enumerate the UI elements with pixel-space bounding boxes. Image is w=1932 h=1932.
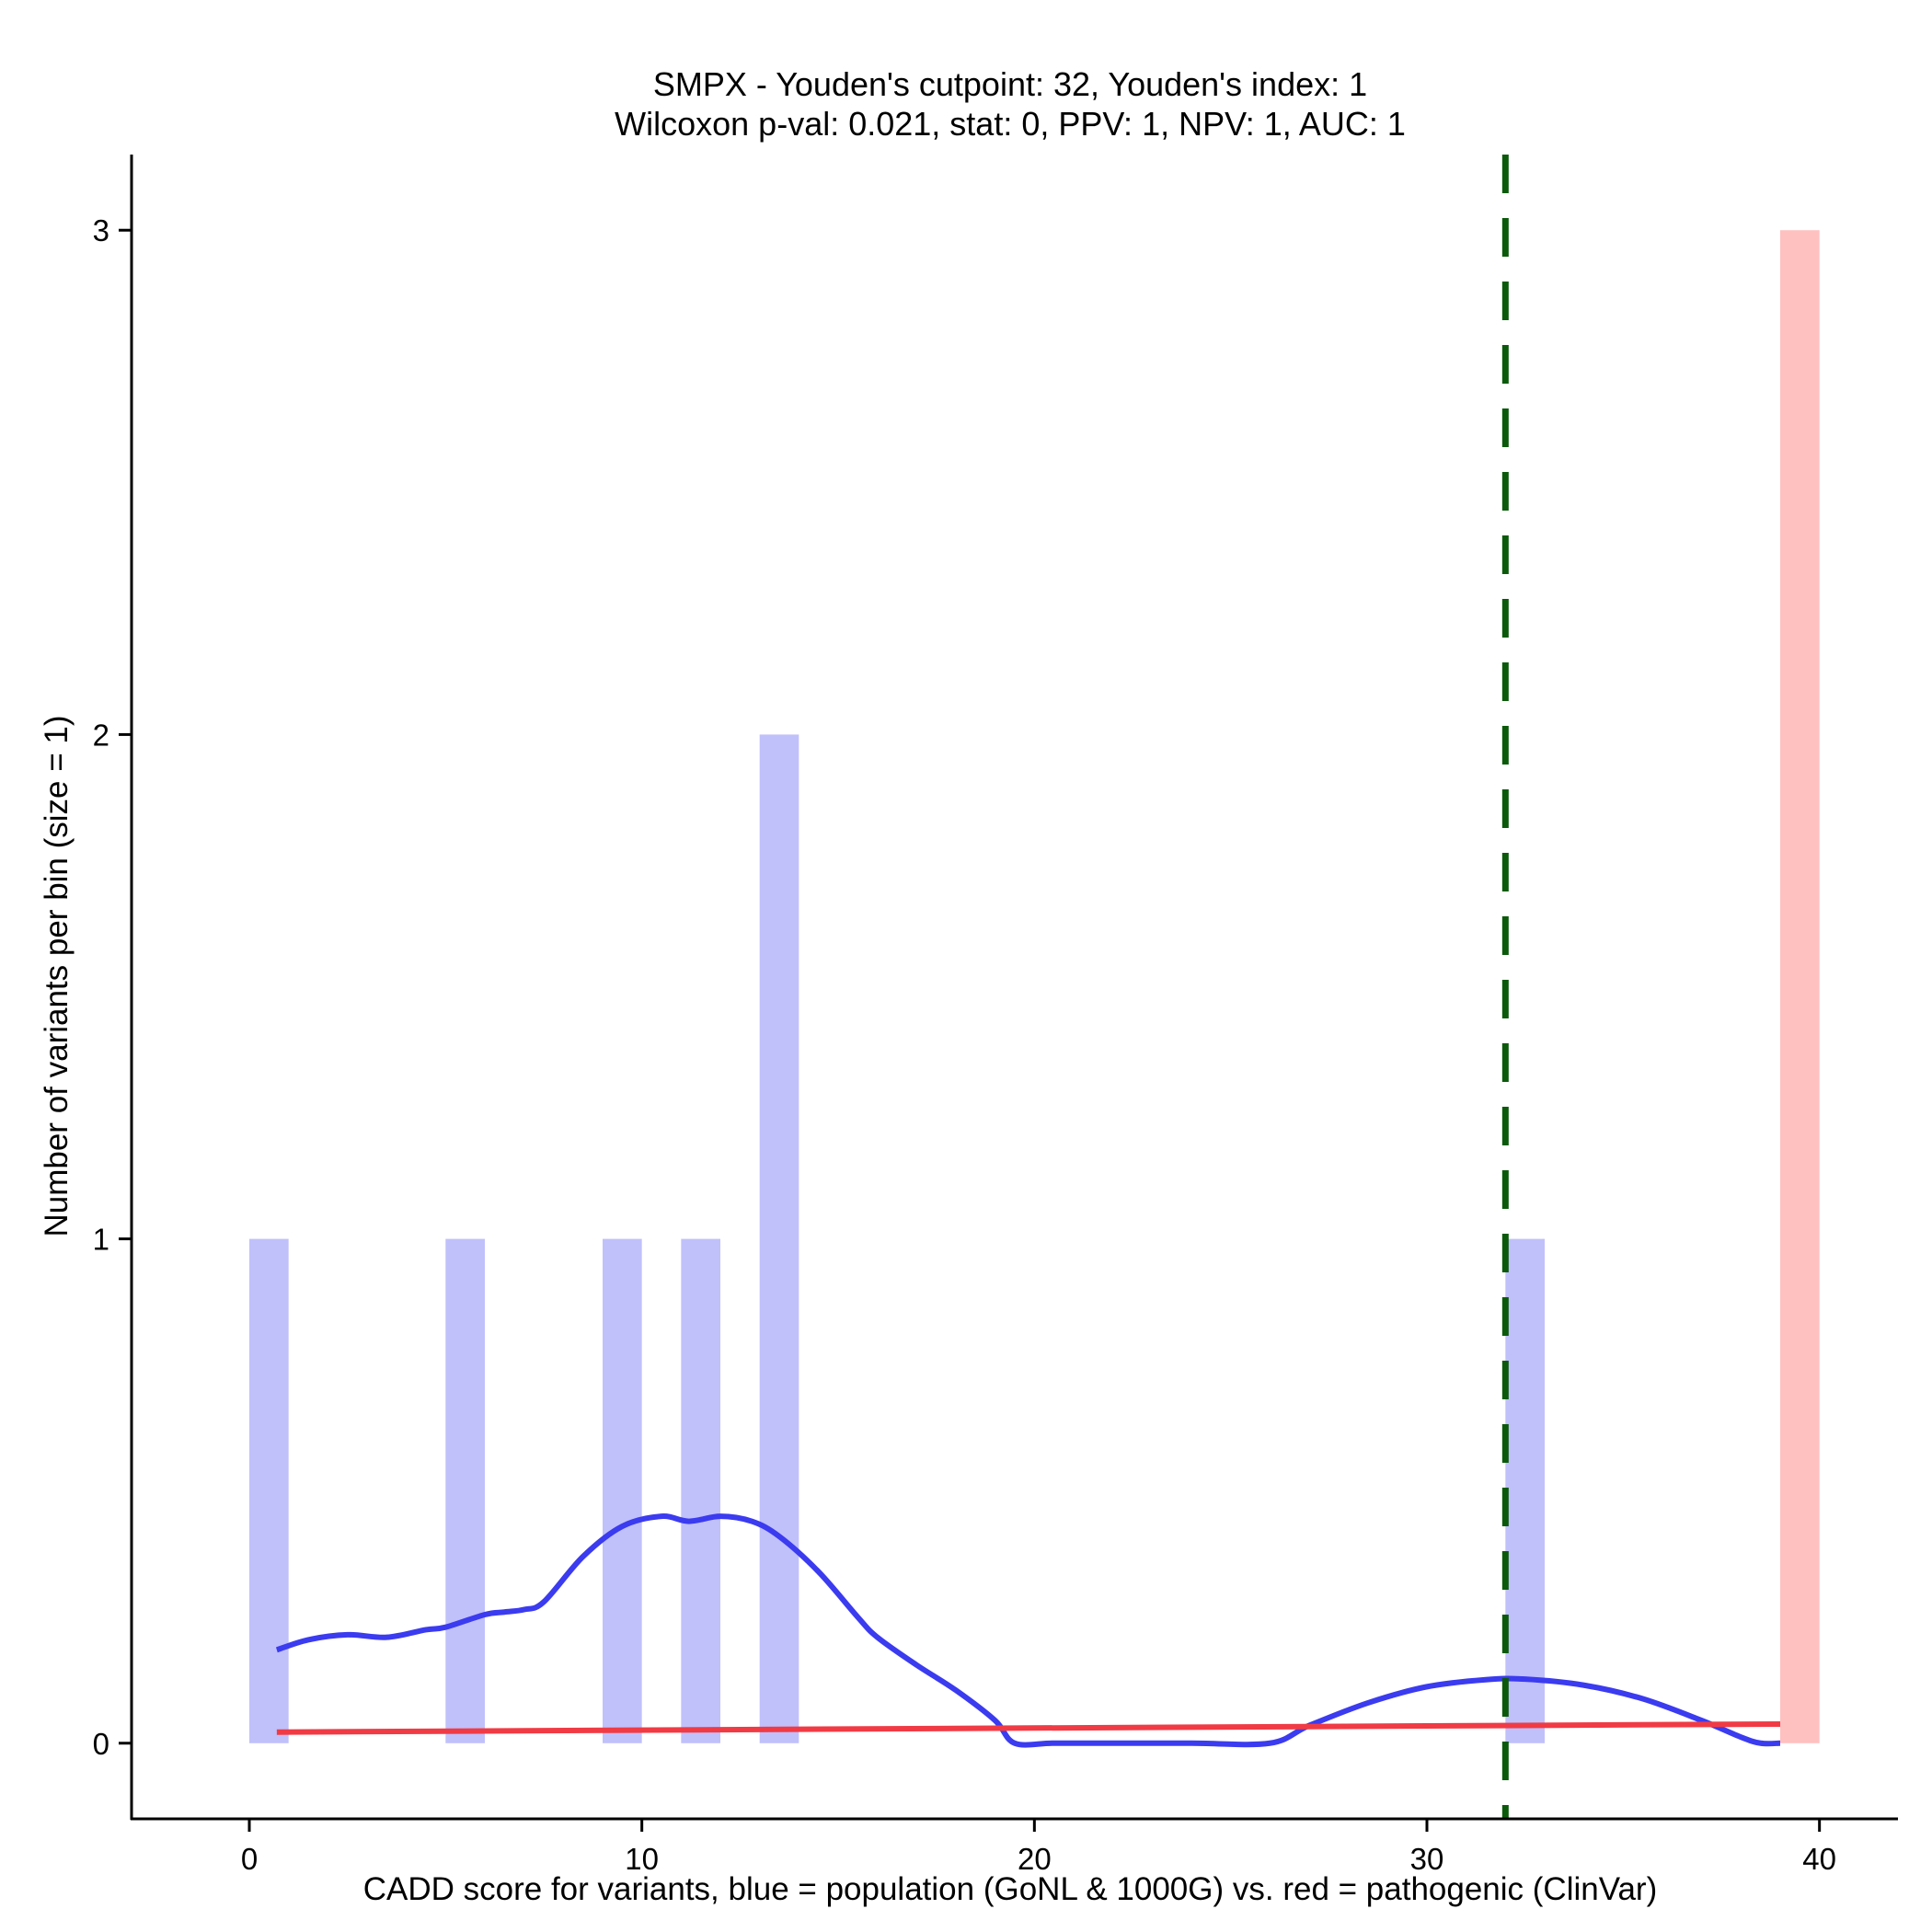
population-bar-5 — [1505, 1238, 1545, 1743]
y-tick-label-0: 0 — [93, 1727, 109, 1761]
population-bar-0 — [249, 1238, 289, 1743]
population-bar-1 — [445, 1238, 485, 1743]
pathogenic-density-line — [276, 1720, 1781, 1735]
x-tick-label-0: 0 — [241, 1842, 258, 1876]
chart-title-line1: SMPX - Youden's cutpoint: 32, Youden's i… — [653, 65, 1367, 103]
y-tick-label-3: 3 — [93, 213, 109, 247]
y-tick-label-1: 1 — [93, 1223, 109, 1257]
axes-layer: 0 10 20 30 40 0 1 2 3 — [93, 155, 1898, 1876]
lines-layer — [275, 1513, 1781, 1748]
population-bar-4 — [759, 734, 799, 1743]
chart-title-line2: Wilcoxon p-val: 0.021, stat: 0, PPV: 1, … — [615, 105, 1406, 143]
y-tick-label-2: 2 — [93, 718, 109, 752]
bars-layer — [249, 230, 1820, 1743]
x-tick-label-10: 10 — [625, 1842, 659, 1876]
x-axis-label: CADD score for variants, blue = populati… — [363, 1871, 1658, 1907]
y-axis-label: Number of variants per bin (size = 1) — [39, 715, 75, 1236]
population-density-line — [275, 1513, 1781, 1748]
x-tick-label-30: 30 — [1410, 1842, 1444, 1876]
population-bar-2 — [603, 1238, 642, 1743]
pathogenic-bar-0 — [1780, 230, 1820, 1743]
x-tick-label-40: 40 — [1802, 1842, 1836, 1876]
x-tick-label-20: 20 — [1018, 1842, 1052, 1876]
population-bar-3 — [681, 1238, 720, 1743]
